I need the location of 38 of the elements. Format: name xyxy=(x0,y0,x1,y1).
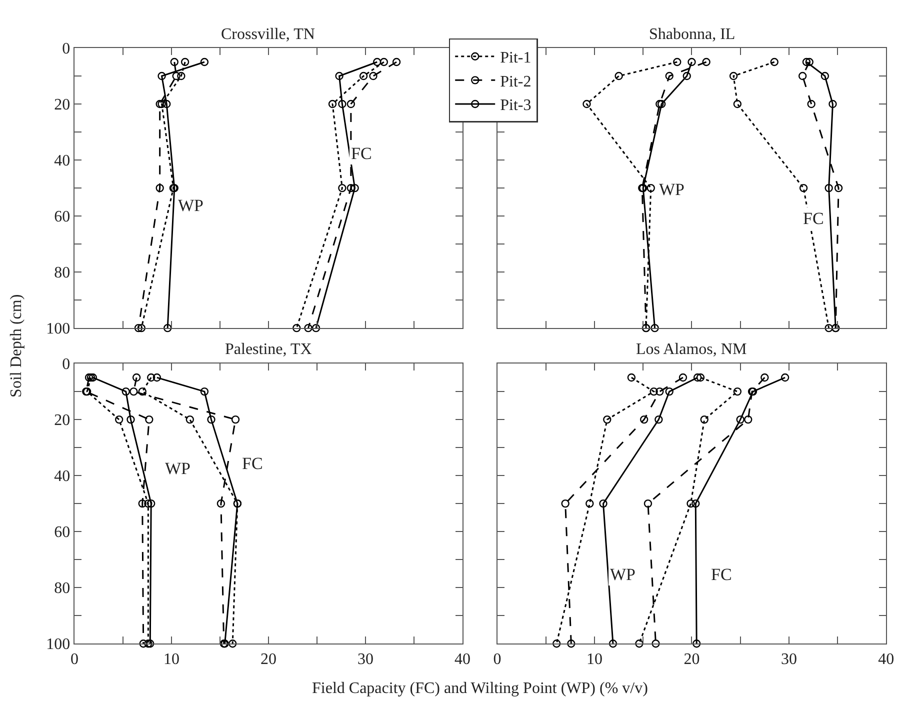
y-tick-label: 0 xyxy=(62,356,70,374)
x-tick-label: 40 xyxy=(454,650,470,668)
y-axis-title: Soil Depth (cm) xyxy=(8,294,26,398)
x-tick-label: 20 xyxy=(684,650,700,668)
annotation: WP xyxy=(178,196,204,215)
annotation: WP xyxy=(659,180,684,199)
text: Pit-2 xyxy=(500,73,532,90)
annotation: FC xyxy=(711,565,732,584)
x-axis-title: Field Capacity (FC) and Wilting Point (WP) (% v/v) xyxy=(312,680,648,697)
y-tick-label: 100 xyxy=(46,636,70,654)
y-tick-label: 20 xyxy=(54,96,70,114)
chart-title: Palestine, TX xyxy=(225,341,312,358)
y-tick-label: 20 xyxy=(54,412,70,430)
legend-label: Pit-1 xyxy=(500,50,532,67)
x-tick-label: 10 xyxy=(586,650,603,668)
annotation: WP xyxy=(610,565,636,584)
x-tick-label: 20 xyxy=(260,650,276,668)
x-tick-label: 30 xyxy=(357,650,374,668)
y-tick-label: 40 xyxy=(54,152,70,170)
y-tick-label: 40 xyxy=(54,468,70,486)
y-tick-label: 0 xyxy=(62,40,70,58)
y-tick-label: 60 xyxy=(54,208,70,226)
chart-title: Los Alamos, NM xyxy=(636,341,747,358)
annotation: FC xyxy=(351,144,372,163)
annotation: FC xyxy=(242,454,263,473)
y-tick-label: 60 xyxy=(54,524,70,542)
chart-title: Crossville, TN xyxy=(221,26,316,43)
annotation: WP xyxy=(165,459,190,478)
y-tick-label: 80 xyxy=(54,264,70,282)
x-tick-label: 0 xyxy=(493,650,502,668)
y-tick-label: 100 xyxy=(46,320,70,338)
y-tick-label: 80 xyxy=(54,580,70,598)
x-tick-label: 40 xyxy=(878,650,894,668)
x-tick-label: 30 xyxy=(780,650,797,668)
x-tick-label: 10 xyxy=(163,650,180,668)
legend-label: Pit-3 xyxy=(500,97,532,114)
chart-title: Shabonna, IL xyxy=(649,26,736,43)
annotation: FC xyxy=(803,209,824,228)
